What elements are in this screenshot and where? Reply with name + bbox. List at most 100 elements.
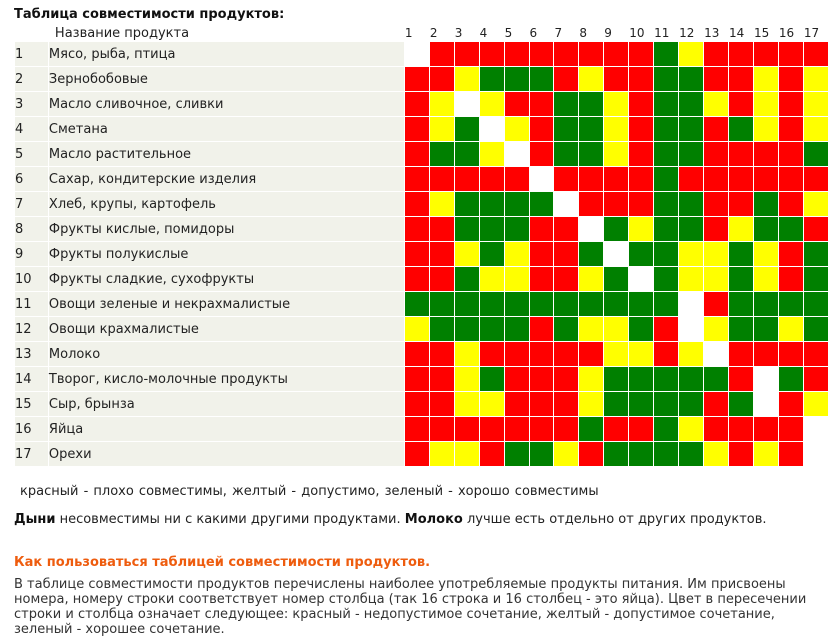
compat-cell-16-2 bbox=[429, 417, 454, 441]
compat-cell-15-5 bbox=[504, 392, 529, 416]
compat-cell-1-8 bbox=[579, 42, 604, 66]
compat-cell-7-1 bbox=[404, 192, 429, 216]
compat-cell-1-13 bbox=[704, 42, 729, 66]
compat-cell-4-10 bbox=[629, 117, 654, 141]
compat-cell-7-6 bbox=[529, 192, 554, 216]
compat-cell-6-17 bbox=[803, 167, 828, 191]
compat-cell-17-1 bbox=[404, 442, 429, 466]
compat-cell-15-2 bbox=[429, 392, 454, 416]
compat-cell-14-12 bbox=[679, 367, 704, 391]
compat-cell-8-3 bbox=[454, 217, 479, 241]
compat-cell-4-8 bbox=[579, 117, 604, 141]
compat-cell-1-6 bbox=[529, 42, 554, 66]
compat-cell-10-15 bbox=[753, 267, 778, 291]
compat-cell-10-4 bbox=[479, 267, 504, 291]
compat-cell-17-8 bbox=[579, 442, 604, 466]
compat-cell-16-1 bbox=[404, 417, 429, 441]
compat-cell-13-13 bbox=[704, 342, 729, 366]
table-row: 3 Масло сливочное, сливки bbox=[15, 92, 828, 116]
table-row: 8 Фрукты кислые, помидоры bbox=[15, 217, 828, 241]
compat-cell-6-6 bbox=[529, 167, 554, 191]
compat-cell-17-14 bbox=[729, 442, 753, 466]
compat-cell-16-6 bbox=[529, 417, 554, 441]
compat-cell-2-1 bbox=[404, 67, 429, 91]
compat-cell-17-15 bbox=[753, 442, 778, 466]
compat-cell-1-3 bbox=[454, 42, 479, 66]
color-legend: красный - плохо совместимы, желтый - доп… bbox=[20, 484, 599, 499]
compat-cell-15-9 bbox=[604, 392, 629, 416]
compat-cell-14-11 bbox=[654, 367, 679, 391]
row-product-name: Орехи bbox=[48, 442, 404, 466]
column-header-9: 9 bbox=[604, 25, 629, 41]
compat-cell-7-16 bbox=[778, 192, 803, 216]
compat-cell-1-9 bbox=[604, 42, 629, 66]
compat-cell-14-1 bbox=[404, 367, 429, 391]
table-row: 14 Творог, кисло-молочные продукты bbox=[15, 367, 828, 391]
compat-cell-4-14 bbox=[729, 117, 753, 141]
compat-cell-8-6 bbox=[529, 217, 554, 241]
compat-cell-16-9 bbox=[604, 417, 629, 441]
compat-cell-11-12 bbox=[679, 292, 704, 316]
compat-cell-6-12 bbox=[679, 167, 704, 191]
compat-cell-11-15 bbox=[753, 292, 778, 316]
compat-cell-6-14 bbox=[729, 167, 753, 191]
compat-cell-4-6 bbox=[529, 117, 554, 141]
compat-cell-3-5 bbox=[504, 92, 529, 116]
compat-cell-13-7 bbox=[554, 342, 579, 366]
compat-cell-7-10 bbox=[629, 192, 654, 216]
compat-cell-8-13 bbox=[704, 217, 729, 241]
compat-cell-1-17 bbox=[803, 42, 828, 66]
row-number: 7 bbox=[15, 192, 48, 216]
compat-cell-6-10 bbox=[629, 167, 654, 191]
row-number: 10 bbox=[15, 267, 48, 291]
compat-cell-12-11 bbox=[654, 317, 679, 341]
compat-cell-8-14 bbox=[729, 217, 753, 241]
table-row: 1 Мясо, рыба, птица bbox=[15, 42, 828, 66]
row-product-name: Фрукты сладкие, сухофрукты bbox=[48, 267, 404, 291]
how-to-use-heading: Как пользоваться таблицей совместимости … bbox=[14, 555, 431, 570]
compat-cell-2-3 bbox=[454, 67, 479, 91]
column-header-14: 14 bbox=[729, 25, 753, 41]
compat-cell-10-11 bbox=[654, 267, 679, 291]
compat-cell-17-9 bbox=[604, 442, 629, 466]
compat-cell-10-12 bbox=[679, 267, 704, 291]
compat-cell-17-13 bbox=[704, 442, 729, 466]
header-product-name: Название продукта bbox=[48, 25, 404, 41]
compat-cell-5-2 bbox=[429, 142, 454, 166]
column-header-15: 15 bbox=[753, 25, 778, 41]
header-number-cell bbox=[15, 25, 48, 41]
compat-cell-14-5 bbox=[504, 367, 529, 391]
compat-cell-10-7 bbox=[554, 267, 579, 291]
compat-cell-5-14 bbox=[729, 142, 753, 166]
table-header-row: Название продукта 1 2 3 4 5 6 7 8 9 10 11 12 13 14 15 1… bbox=[15, 25, 828, 41]
compat-cell-14-16 bbox=[778, 367, 803, 391]
compat-cell-3-11 bbox=[654, 92, 679, 116]
compat-cell-11-2 bbox=[429, 292, 454, 316]
compat-cell-2-8 bbox=[579, 67, 604, 91]
compat-cell-2-12 bbox=[679, 67, 704, 91]
compat-cell-7-5 bbox=[504, 192, 529, 216]
compat-cell-2-14 bbox=[729, 67, 753, 91]
compat-cell-3-9 bbox=[604, 92, 629, 116]
compat-cell-7-12 bbox=[679, 192, 704, 216]
compat-cell-17-10 bbox=[629, 442, 654, 466]
compat-cell-2-4 bbox=[479, 67, 504, 91]
table-row: 11 Овощи зеленые и некрахмалистые bbox=[15, 292, 828, 316]
note-text-1: несовместимы ни с какими другими продукт… bbox=[55, 512, 405, 527]
compat-cell-17-3 bbox=[454, 442, 479, 466]
compat-cell-3-8 bbox=[579, 92, 604, 116]
compat-cell-15-3 bbox=[454, 392, 479, 416]
compat-cell-9-3 bbox=[454, 242, 479, 266]
compat-cell-12-1 bbox=[404, 317, 429, 341]
compat-cell-14-6 bbox=[529, 367, 554, 391]
compat-cell-4-13 bbox=[704, 117, 729, 141]
compat-cell-9-2 bbox=[429, 242, 454, 266]
row-number: 2 bbox=[15, 67, 48, 91]
compat-cell-17-6 bbox=[529, 442, 554, 466]
row-number: 13 bbox=[15, 342, 48, 366]
compat-cell-3-16 bbox=[778, 92, 803, 116]
column-header-11: 11 bbox=[654, 25, 679, 41]
compat-cell-12-7 bbox=[554, 317, 579, 341]
compat-cell-15-1 bbox=[404, 392, 429, 416]
compat-cell-17-5 bbox=[504, 442, 529, 466]
